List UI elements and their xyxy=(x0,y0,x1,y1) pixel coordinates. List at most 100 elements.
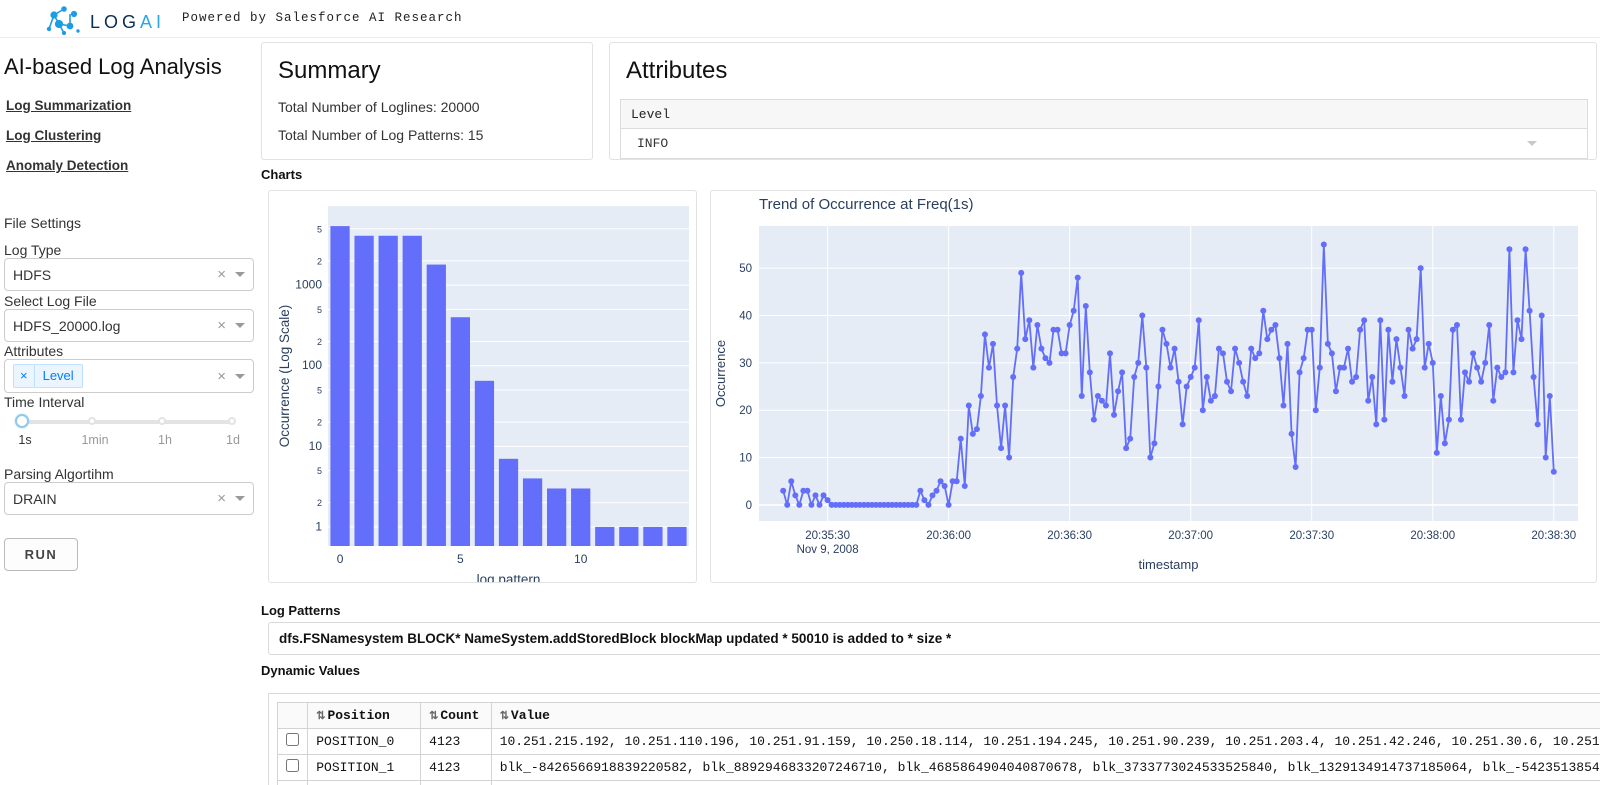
svg-text:2: 2 xyxy=(317,256,322,266)
time-interval-label: Time Interval xyxy=(4,394,85,410)
chip-remove-icon[interactable]: × xyxy=(14,365,35,387)
powered-by-tagline: Powered by Salesforce AI Research xyxy=(182,11,463,25)
nav-link-anomaly-detection[interactable]: Anomaly Detection xyxy=(6,158,129,173)
bar-chart-svg[interactable]: 1 2 5 10 2 5 100 2 5 1000 2 5 0 5 10 log pattern Occurre… xyxy=(269,191,696,587)
svg-text:20:37:30: 20:37:30 xyxy=(1289,530,1334,542)
svg-text:0: 0 xyxy=(746,500,752,512)
svg-text:Nov 9, 2008: Nov 9, 2008 xyxy=(797,544,859,556)
attributes-label: Attributes xyxy=(4,343,64,359)
slider-mark-1min[interactable]: 1min xyxy=(81,433,109,447)
sort-icon[interactable]: ⇅ xyxy=(316,711,326,723)
dynamic-values-table-container: ⇅ Position ⇅ Count ⇅ Value POSITION_0 4123 … xyxy=(268,693,1600,785)
cell-value xyxy=(490,780,1600,785)
table-row: POSITION_0 4123 10.251.215.192, 10.251.1… xyxy=(276,728,1600,755)
svg-text:2: 2 xyxy=(317,418,322,428)
log-file-select[interactable]: HDFS_20000.log × xyxy=(4,309,254,342)
log-type-label: Log Type xyxy=(4,242,62,258)
parsing-algorithm-select[interactable]: DRAIN × xyxy=(4,482,254,515)
slider-dot-1min[interactable] xyxy=(88,417,96,425)
summary-loglines: Total Number of Loglines: 20000 xyxy=(278,99,480,115)
log-file-value: HDFS_20000.log xyxy=(13,317,121,334)
cell-count: 4123 xyxy=(420,754,492,781)
svg-text:20:37:00: 20:37:00 xyxy=(1168,530,1213,542)
svg-text:20:35:30: 20:35:30 xyxy=(805,530,850,542)
logo-text-ai: AI xyxy=(140,12,166,32)
attribute-value: INFO xyxy=(637,136,669,151)
svg-text:log pattern: log pattern xyxy=(477,572,541,582)
chevron-down-icon[interactable] xyxy=(235,496,245,501)
summary-panel: Summary Total Number of Loglines: 20000 … xyxy=(261,42,593,160)
log-type-value: HDFS xyxy=(13,266,52,283)
sort-icon[interactable]: ⇅ xyxy=(499,711,509,723)
chip-label: Level xyxy=(42,368,74,383)
sort-icon[interactable]: ⇅ xyxy=(429,711,439,723)
slider-track[interactable] xyxy=(22,420,234,424)
slider-mark-1h[interactable]: 1h xyxy=(158,433,172,447)
svg-text:10: 10 xyxy=(739,453,752,465)
column-header-value[interactable]: ⇅ Value xyxy=(490,702,1600,729)
svg-text:timestamp: timestamp xyxy=(1139,557,1199,572)
clear-icon[interactable]: × xyxy=(217,367,226,385)
trend-of-occurrence-line-chart[interactable]: 0 10 20 30 40 50 20:35:30 20:36:00 20:36:30 20:37… xyxy=(710,190,1597,583)
clear-icon[interactable]: × xyxy=(217,266,226,283)
dynamic-values-heading: Dynamic Values xyxy=(261,663,360,678)
attributes-filter-table: Level INFO xyxy=(620,99,1588,159)
cell-value: 10.251.215.192, 10.251.110.196, 10.251.9… xyxy=(490,728,1600,755)
cell-position: POSITION_1 xyxy=(307,754,422,781)
attributes-panel-title: Attributes xyxy=(626,57,728,84)
clear-icon[interactable]: × xyxy=(217,490,226,507)
cell-count: 4123 xyxy=(420,728,492,755)
slider-dot-1d[interactable] xyxy=(228,417,236,425)
attribute-column-header: Level xyxy=(621,100,1587,129)
summary-patterns: Total Number of Log Patterns: 15 xyxy=(278,127,484,143)
logo-text-log: LOG xyxy=(90,12,141,32)
log-type-select[interactable]: HDFS × xyxy=(4,258,254,291)
svg-text:10: 10 xyxy=(574,552,588,566)
slider-dot-1h[interactable] xyxy=(158,417,166,425)
file-settings-heading: File Settings xyxy=(4,215,82,231)
attribute-value-dropdown[interactable]: INFO xyxy=(621,129,1587,158)
row-checkbox[interactable] xyxy=(286,759,299,772)
chevron-down-icon[interactable] xyxy=(235,272,245,277)
table-header-row: ⇅ Position ⇅ Count ⇅ Value xyxy=(276,702,1600,729)
nav-link-log-clustering[interactable]: Log Clustering xyxy=(6,128,102,143)
column-header-position[interactable]: ⇅ Position xyxy=(307,702,422,729)
chevron-down-icon[interactable] xyxy=(235,323,245,328)
svg-text:50: 50 xyxy=(739,263,752,275)
log-pattern-occurrence-bar-chart[interactable]: 1 2 5 10 2 5 100 2 5 1000 2 5 0 5 10 log pattern Occurre… xyxy=(268,190,697,587)
svg-text:2: 2 xyxy=(317,337,322,347)
attributes-multiselect[interactable]: × Level × xyxy=(4,359,254,393)
logai-logo: LOGAI xyxy=(44,4,165,41)
cell-value: blk_-8426566918839220582, blk_8892946833… xyxy=(490,754,1600,781)
svg-text:10: 10 xyxy=(309,439,323,453)
nav-link-log-summarization[interactable]: Log Summarization xyxy=(6,98,132,113)
svg-text:5: 5 xyxy=(317,386,322,396)
row-checkbox[interactable] xyxy=(286,733,299,746)
slider-mark-1s[interactable]: 1s xyxy=(18,433,32,447)
cell-position: POSITION_0 xyxy=(307,728,422,755)
column-header-count[interactable]: ⇅ Count xyxy=(420,702,492,729)
page-title: AI-based Log Analysis xyxy=(4,54,222,79)
slider-handle[interactable] xyxy=(15,414,29,428)
time-interval-slider xyxy=(15,413,236,431)
log-patterns-heading: Log Patterns xyxy=(261,603,341,618)
svg-text:20:38:30: 20:38:30 xyxy=(1531,530,1576,542)
log-pattern-text: dfs.FSNamesystem BLOCK* NameSystem.addSt… xyxy=(279,631,952,646)
svg-text:Trend of Occurrence at Freq(1s: Trend of Occurrence at Freq(1s) xyxy=(759,196,974,213)
sidebar-nav: Log Summarization Log Clustering Anomaly… xyxy=(6,98,131,188)
svg-text:5: 5 xyxy=(317,305,322,315)
chevron-down-icon[interactable] xyxy=(1527,141,1537,146)
svg-text:5: 5 xyxy=(317,466,322,476)
sidebar: AI-based Log Analysis Log Summarization … xyxy=(0,38,260,785)
chevron-down-icon[interactable] xyxy=(235,373,245,379)
svg-text:Occurrence: Occurrence xyxy=(713,340,728,407)
line-chart-svg[interactable]: 0 10 20 30 40 50 20:35:30 20:36:00 20:36:30 20:37… xyxy=(711,191,1596,582)
svg-text:5: 5 xyxy=(457,552,464,566)
slider-mark-1d[interactable]: 1d xyxy=(226,433,240,447)
charts-heading: Charts xyxy=(261,167,303,182)
clear-icon[interactable]: × xyxy=(217,317,226,334)
run-button[interactable]: RUN xyxy=(4,538,78,571)
log-pattern-box[interactable]: dfs.FSNamesystem BLOCK* NameSystem.addSt… xyxy=(268,622,1600,655)
cell-count xyxy=(420,780,492,785)
